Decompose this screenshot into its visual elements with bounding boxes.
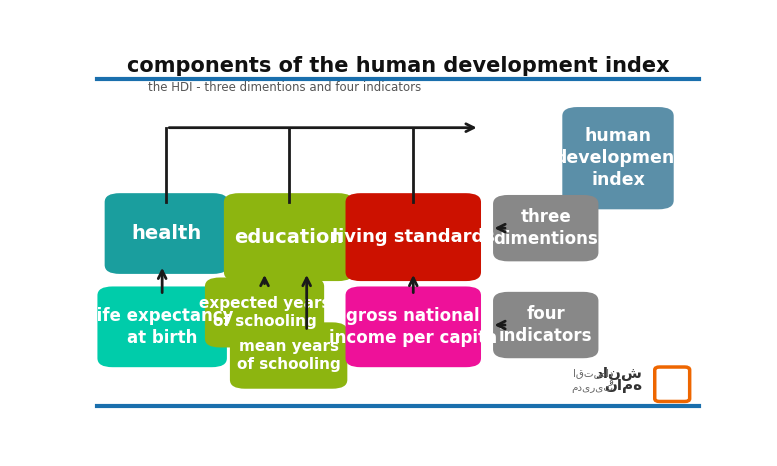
Text: expected years
of schooling: expected years of schooling <box>199 295 330 329</box>
Text: education: education <box>234 227 343 247</box>
Text: components of the human development index: components of the human development inde… <box>127 56 670 76</box>
Text: four
indicators: four indicators <box>499 305 593 345</box>
FancyBboxPatch shape <box>224 193 354 281</box>
FancyBboxPatch shape <box>346 287 481 367</box>
Text: دانش: دانش <box>595 366 642 381</box>
FancyBboxPatch shape <box>105 193 228 274</box>
Text: نامه: نامه <box>604 378 642 393</box>
FancyBboxPatch shape <box>346 193 481 281</box>
FancyBboxPatch shape <box>493 195 598 261</box>
Text: living standards: living standards <box>332 228 495 246</box>
FancyBboxPatch shape <box>493 292 598 358</box>
FancyBboxPatch shape <box>205 277 324 348</box>
Text: human
development
index: human development index <box>554 127 682 189</box>
Text: three
dimentions: three dimentions <box>493 208 598 248</box>
FancyBboxPatch shape <box>230 322 347 389</box>
Text: health: health <box>131 224 201 243</box>
Text: مدیریت: مدیریت <box>572 383 614 393</box>
Text: life expectancy
at birth: life expectancy at birth <box>91 307 233 347</box>
FancyBboxPatch shape <box>563 107 674 209</box>
Text: و: و <box>609 376 614 386</box>
Text: gross national
income per capita: gross national income per capita <box>329 307 497 347</box>
Text: mean years
of schooling: mean years of schooling <box>237 339 340 372</box>
Text: the HDI - three dimentions and four indicators: the HDI - three dimentions and four indi… <box>148 81 422 94</box>
Text: اقتصاد: اقتصاد <box>573 369 614 378</box>
FancyBboxPatch shape <box>97 287 227 367</box>
